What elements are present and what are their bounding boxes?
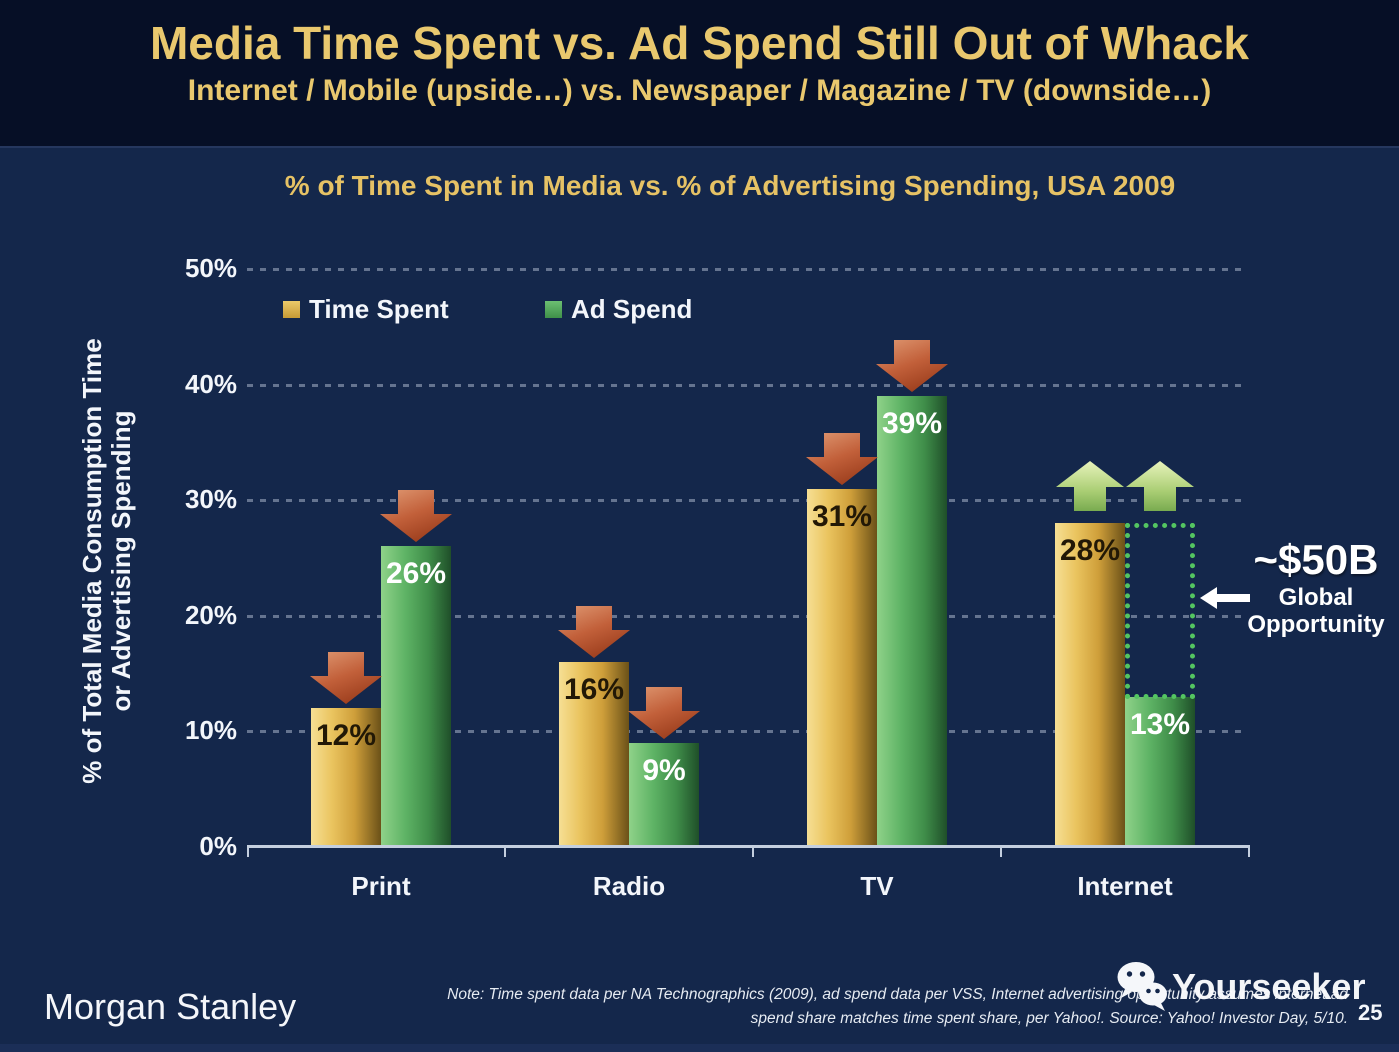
bar-print-ad-spend: 26% [381, 546, 451, 847]
page-number: 25 [1358, 1000, 1383, 1025]
bottom-edge-strip [0, 1044, 1399, 1052]
bar-value-internet-ad-spend: 13% [1129, 708, 1191, 741]
x-category-label-print: Print [351, 871, 411, 901]
x-axis-tick-0 [247, 847, 249, 857]
page-subtitle: Internet / Mobile (upside…) vs. Newspape… [187, 74, 1212, 107]
morgan-stanley-logo: Morgan Stanley [44, 986, 297, 1027]
gridline-50 [247, 267, 1248, 271]
ad-spend-swatch-icon [545, 301, 562, 318]
up-arrow-internet-time-spent [1055, 461, 1125, 516]
bar-internet-time-spent: 28% [1055, 523, 1125, 847]
x-category-label-tv: TV [860, 871, 894, 901]
x-axis-line [247, 845, 1250, 848]
gridline-30 [247, 499, 1248, 503]
x-axis-tick-1 [504, 847, 506, 857]
down-arrow-radio-ad-spend [627, 687, 701, 744]
y-tick-label-40: 40% [184, 368, 237, 399]
y-tick-label-20: 20% [184, 599, 237, 630]
gridline-10 [247, 730, 1248, 734]
footnote-line1: Note: Time spent data per NA Technograph… [447, 986, 1348, 1003]
opportunity-annotation: ~$50B Global Opportunity [1235, 536, 1397, 638]
x-axis-tick-2 [752, 847, 754, 857]
legend-label-time-spent: Time Spent [309, 294, 449, 324]
down-arrow-radio-time-spent [557, 606, 631, 663]
watermark: Yourseeker [1116, 961, 1365, 1013]
header-band: Media Time Spent vs. Ad Spend Still Out … [0, 0, 1399, 148]
up-arrow-internet-ad-spend [1125, 461, 1195, 516]
page-title: Media Time Spent vs. Ad Spend Still Out … [149, 17, 1250, 69]
y-tick-label-50: 50% [184, 252, 237, 283]
legend-item-ad-spend: Ad Spend [545, 294, 692, 325]
time-spent-swatch-icon [283, 301, 300, 318]
bar-value-print-time-spent: 12% [315, 719, 377, 752]
opportunity-label-line2: Opportunity [1247, 611, 1385, 638]
bar-value-internet-time-spent: 28% [1059, 534, 1121, 567]
y-tick-label-0: 0% [199, 831, 237, 861]
y-tick-label-30: 30% [184, 484, 237, 515]
chart-title: % of Time Spent in Media vs. % of Advert… [284, 170, 1176, 201]
bar-value-tv-ad-spend: 39% [881, 407, 943, 440]
wechat-icon [1117, 962, 1167, 1011]
legend-label-ad-spend: Ad Spend [571, 294, 693, 324]
bar-tv-ad-spend: 39% [877, 396, 947, 847]
opportunity-gap-outline [1125, 523, 1195, 699]
footnote-line2: spend share matches time spent share, pe… [750, 1010, 1348, 1027]
down-arrow-print-ad-spend [379, 490, 453, 547]
gridline-20 [247, 614, 1248, 618]
bar-value-radio-ad-spend: 9% [642, 754, 686, 787]
down-arrow-tv-time-spent [805, 433, 879, 490]
legend-item-time-spent: Time Spent [283, 294, 449, 325]
gridline-40 [247, 383, 1248, 387]
y-tick-label-10: 10% [184, 715, 237, 746]
down-arrow-tv-ad-spend [875, 340, 949, 397]
left-arrow-icon [1200, 587, 1250, 609]
bar-tv-time-spent: 31% [807, 489, 877, 847]
opportunity-label-line1: Global [1278, 584, 1354, 611]
bar-value-tv-time-spent: 31% [811, 500, 873, 533]
bar-radio-time-spent: 16% [559, 662, 629, 847]
x-category-label-radio: Radio [592, 871, 666, 901]
watermark-text: Yourseeker [1172, 966, 1366, 1007]
x-category-label-internet: Internet [1077, 871, 1173, 901]
bar-radio-ad-spend: 9% [629, 743, 699, 847]
x-axis-tick-4 [1248, 847, 1250, 857]
bar-print-time-spent: 12% [311, 708, 381, 847]
bar-value-print-ad-spend: 26% [385, 557, 447, 590]
opportunity-value: ~$50B [1253, 536, 1379, 583]
bar-internet-ad-spend: 13% [1125, 697, 1195, 847]
x-axis-tick-3 [1000, 847, 1002, 857]
footnote: Note: Time spent data per NA Technograph… [308, 983, 1348, 1031]
down-arrow-print-time-spent [309, 652, 383, 709]
bar-value-radio-time-spent: 16% [563, 673, 625, 706]
